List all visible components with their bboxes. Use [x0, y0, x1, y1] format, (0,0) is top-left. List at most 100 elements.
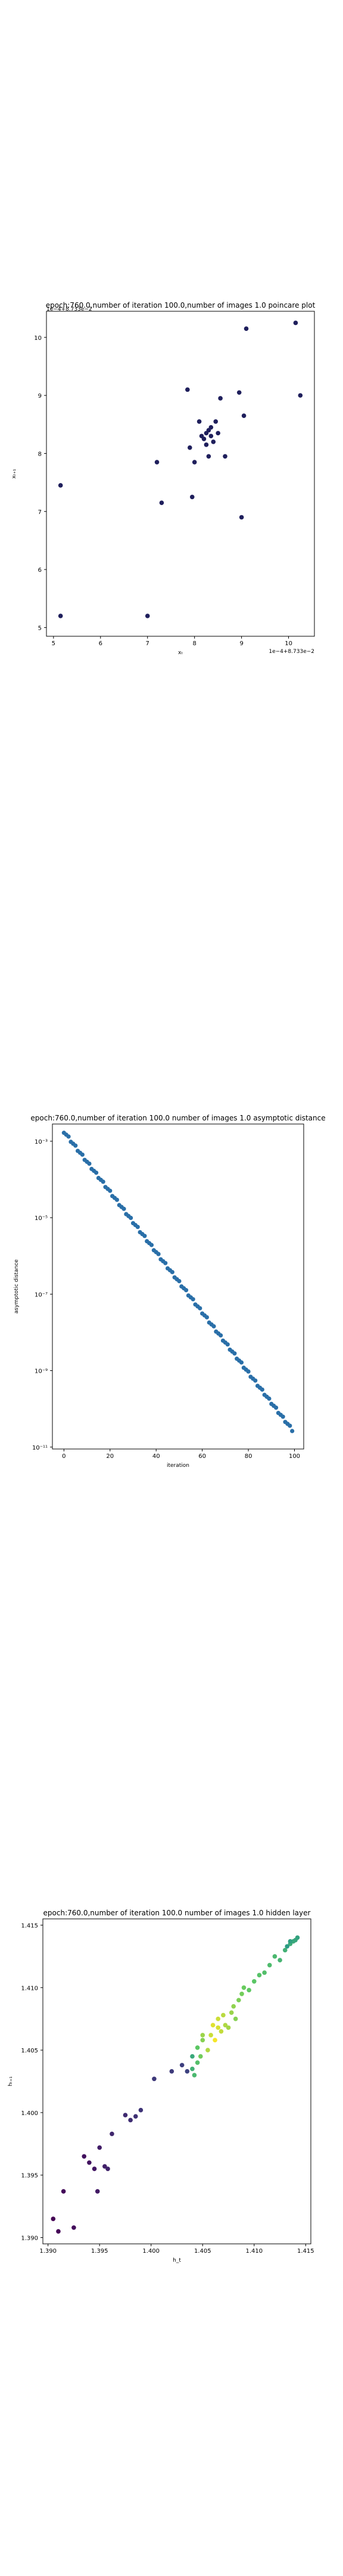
data-point [221, 2012, 226, 2018]
data-point [135, 1224, 140, 1230]
data-point [66, 1134, 71, 1139]
x-axis-label: xₜ [178, 650, 183, 656]
data-point [290, 1429, 295, 1433]
data-point [128, 2117, 133, 2123]
data-point [246, 1369, 251, 1374]
x-tick-label: 6 [99, 640, 102, 647]
data-point [201, 436, 207, 441]
x-tick-label: 20 [106, 1453, 114, 1460]
data-point [267, 1396, 272, 1401]
data-point [129, 1215, 133, 1220]
data-point [257, 1973, 262, 1978]
data-point [190, 2066, 195, 2072]
data-point [123, 2113, 128, 2117]
chart-title: epoch:760.0,number of iteration 100.0 nu… [43, 1909, 311, 1917]
x-tick-label: 7 [146, 640, 149, 647]
y-axis-label: asymptotic distance [14, 1259, 20, 1314]
data-point [71, 2225, 76, 2230]
x-tick-label: 1.390 [39, 2248, 57, 2255]
data-point [285, 1944, 289, 1949]
x-tick-label: 10 [285, 640, 292, 647]
data-point [192, 460, 197, 465]
data-point [159, 500, 164, 505]
data-point [253, 1378, 258, 1383]
data-point [189, 494, 195, 500]
data-point [97, 2145, 102, 2150]
data-point [73, 1143, 78, 1148]
x-tick-label: 1.410 [245, 2248, 263, 2255]
data-point [208, 2033, 213, 2038]
x-tick-label: 1.400 [142, 2248, 160, 2255]
data-point [191, 1297, 195, 1302]
data-point [223, 2023, 228, 2027]
y-tick-label: 6 [38, 567, 42, 574]
data-point [190, 2054, 195, 2059]
data-point [206, 454, 211, 459]
data-point [225, 1342, 230, 1347]
data-point [61, 2189, 66, 2194]
data-point [177, 1278, 182, 1284]
x-tick-label: 0 [62, 1453, 66, 1460]
data-point [200, 2038, 205, 2043]
data-point [56, 2229, 61, 2234]
data-point [170, 1270, 174, 1274]
data-point [213, 2038, 217, 2043]
data-point [293, 320, 298, 326]
x-axis-label: h_t [173, 2258, 181, 2264]
x-tick-label: 100 [289, 1453, 300, 1460]
data-point [105, 2166, 110, 2172]
data-point [273, 1405, 279, 1410]
plot-frame [42, 1918, 311, 2244]
y-tick-label: 7 [38, 509, 42, 516]
data-point [241, 1985, 247, 1990]
data-point [298, 393, 303, 398]
data-point [204, 1315, 209, 1320]
data-point [51, 2216, 56, 2221]
data-point [195, 2060, 200, 2065]
y-tick-label: 1.415 [21, 1922, 38, 1929]
data-point [195, 2045, 200, 2050]
y-tick-label: 10⁻⁵ [35, 1215, 48, 1222]
x-tick-label: 40 [152, 1453, 160, 1460]
data-point [185, 387, 190, 392]
data-point [218, 396, 223, 401]
data-point [213, 419, 219, 424]
x-tick-label: 1.395 [91, 2248, 108, 2255]
data-point [236, 1998, 241, 2003]
y-tick-label: 1.410 [21, 1985, 38, 1992]
y-tick-label: 1.390 [21, 2236, 38, 2242]
data-point [282, 1948, 288, 1953]
x-offset-text: 1e−4+8.733e−2 [269, 649, 314, 655]
y-tick-label: 1.395 [21, 2173, 38, 2179]
y-tick-label: 1.405 [21, 2048, 38, 2054]
data-point [121, 1206, 126, 1211]
data-point [133, 2114, 138, 2119]
data-point [92, 2166, 97, 2172]
data-point [280, 1414, 285, 1419]
data-point [219, 2029, 224, 2034]
data-point [262, 1970, 267, 1975]
data-point [169, 2069, 174, 2074]
data-point [87, 2160, 92, 2165]
data-point [102, 2164, 107, 2169]
data-point [295, 1935, 300, 1940]
data-point [110, 2131, 114, 2137]
x-tick-label: 5 [52, 640, 55, 647]
data-point [138, 2107, 144, 2113]
data-point [208, 425, 214, 430]
data-point [288, 1423, 292, 1428]
plot-frame [52, 1123, 304, 1450]
data-point [82, 2154, 87, 2159]
data-point [232, 1351, 237, 1356]
data-point [185, 2069, 190, 2074]
data-point [152, 2076, 157, 2082]
data-point [192, 2073, 197, 2077]
data-point [154, 460, 160, 465]
x-tick-label: 9 [239, 640, 243, 647]
data-point [244, 326, 249, 331]
data-point [200, 2033, 205, 2038]
y-tick-label: 5 [38, 625, 42, 631]
data-point [163, 1261, 168, 1265]
x-tick-label: 1.415 [297, 2248, 314, 2255]
